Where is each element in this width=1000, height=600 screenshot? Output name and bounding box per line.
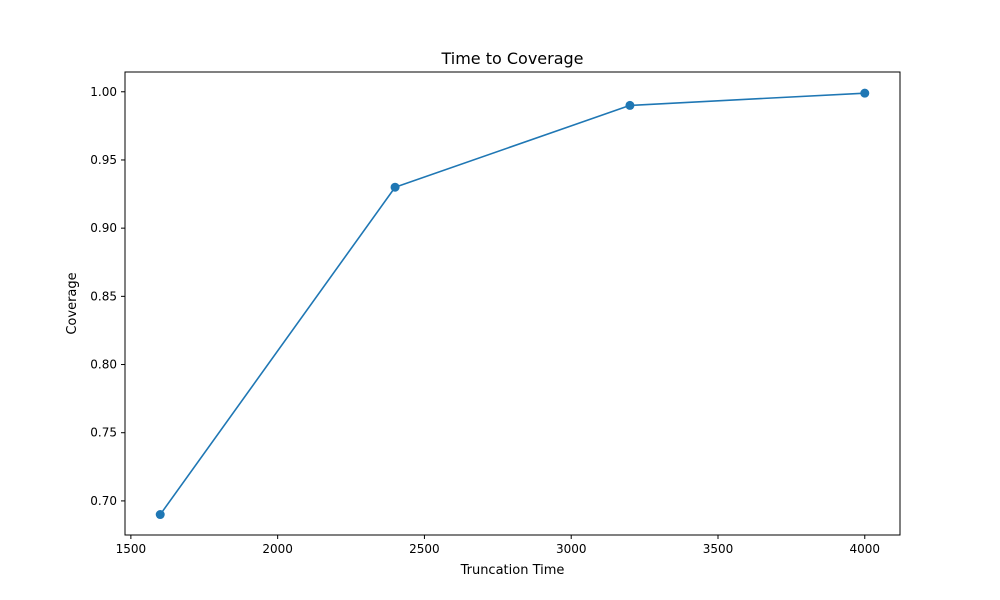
y-axis-label: Coverage: [65, 272, 80, 334]
chart-title: Time to Coverage: [440, 49, 583, 68]
x-tick-label: 1500: [116, 542, 147, 556]
x-tick-label: 4000: [849, 542, 880, 556]
y-tick-label: 0.95: [90, 153, 117, 167]
x-axis-ticks: 1500 2000 2500 3000 3500 4000: [116, 535, 880, 556]
y-tick-label: 0.70: [90, 494, 117, 508]
x-tick-label: 3000: [556, 542, 587, 556]
x-axis-label: Truncation Time: [460, 563, 565, 578]
x-tick-label: 2500: [409, 542, 440, 556]
x-tick-label: 2000: [262, 542, 293, 556]
data-point: [390, 182, 400, 192]
data-point: [155, 510, 165, 520]
x-tick-label: 3500: [703, 542, 734, 556]
series-line: [159, 92, 865, 516]
y-axis-ticks: 0.70 0.75 0.80 0.85 0.90 0.95 1.00: [90, 85, 125, 508]
y-tick-label: 0.85: [90, 289, 117, 303]
plot-area-frame: [124, 71, 901, 536]
data-point: [625, 100, 635, 110]
data-point: [860, 88, 870, 98]
y-tick-label: 0.90: [90, 221, 117, 235]
y-tick-label: 0.80: [90, 358, 117, 372]
series-layer: [155, 88, 870, 520]
y-tick-label: 0.75: [90, 426, 117, 440]
y-tick-label: 1.00: [90, 85, 117, 99]
